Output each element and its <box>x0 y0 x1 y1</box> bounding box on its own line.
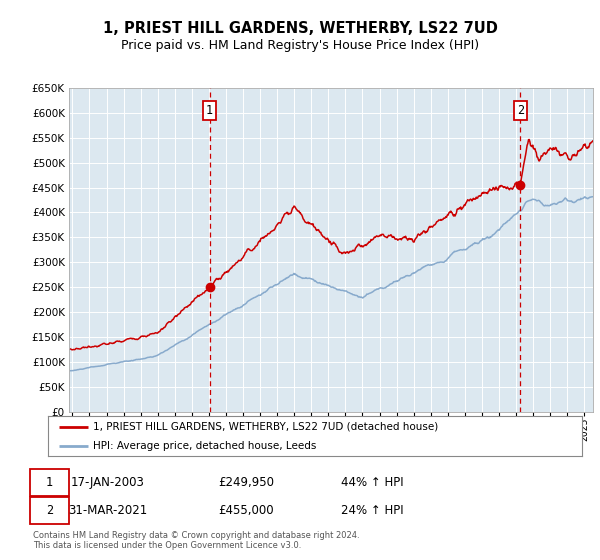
Text: 24% ↑ HPI: 24% ↑ HPI <box>341 504 403 517</box>
Text: 1, PRIEST HILL GARDENS, WETHERBY, LS22 7UD: 1, PRIEST HILL GARDENS, WETHERBY, LS22 7… <box>103 21 497 36</box>
Text: Price paid vs. HM Land Registry's House Price Index (HPI): Price paid vs. HM Land Registry's House … <box>121 39 479 52</box>
Text: 1: 1 <box>206 104 213 117</box>
Text: This data is licensed under the Open Government Licence v3.0.: This data is licensed under the Open Gov… <box>33 541 301 550</box>
Text: 1: 1 <box>46 476 53 489</box>
Text: 31-MAR-2021: 31-MAR-2021 <box>68 504 148 517</box>
Text: 1, PRIEST HILL GARDENS, WETHERBY, LS22 7UD (detached house): 1, PRIEST HILL GARDENS, WETHERBY, LS22 7… <box>94 422 439 432</box>
Text: £455,000: £455,000 <box>218 504 274 517</box>
Text: 17-JAN-2003: 17-JAN-2003 <box>71 476 145 489</box>
Text: 2: 2 <box>46 504 53 517</box>
Text: £249,950: £249,950 <box>218 476 274 489</box>
Text: Contains HM Land Registry data © Crown copyright and database right 2024.: Contains HM Land Registry data © Crown c… <box>33 531 359 540</box>
Text: 2: 2 <box>517 104 524 117</box>
Text: HPI: Average price, detached house, Leeds: HPI: Average price, detached house, Leed… <box>94 441 317 450</box>
Text: 44% ↑ HPI: 44% ↑ HPI <box>341 476 403 489</box>
